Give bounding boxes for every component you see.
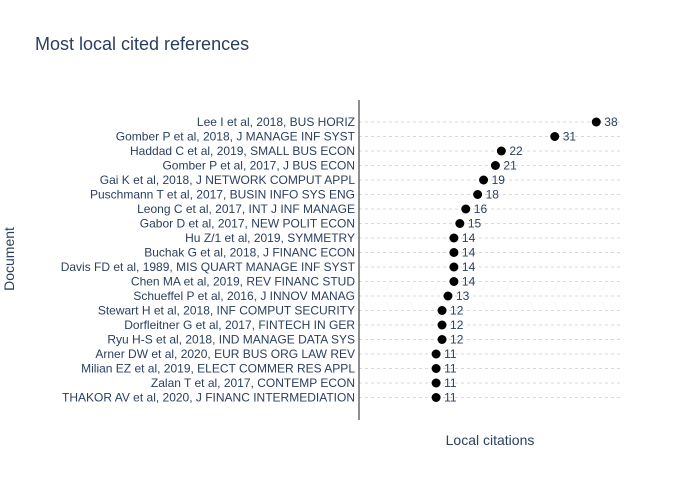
data-point (550, 132, 560, 141)
data-point (449, 277, 459, 286)
data-point (431, 393, 441, 402)
data-label: 12 (450, 318, 464, 332)
y-tick-label: THAKOR AV et al, 2020, J FINANC INTERMED… (62, 391, 355, 405)
data-label: 14 (462, 275, 476, 289)
data-point (449, 262, 459, 272)
data-label: 14 (462, 246, 476, 260)
data-label: 19 (492, 173, 506, 187)
y-axis-title: Document (1, 227, 17, 291)
y-tick-label: Hu Z/1 et al, 2019, SYMMETRY (185, 231, 355, 245)
data-label: 12 (450, 333, 464, 347)
y-tick-label: Ryu H-S et al, 2018, IND MANAGE DATA SYS (107, 333, 355, 347)
data-point (437, 335, 447, 344)
data-points (431, 117, 601, 402)
y-tick-label: Milian EZ et al, 2019, ELECT COMMER RES … (81, 362, 355, 376)
data-point (496, 146, 506, 156)
grid-lines (359, 121, 620, 398)
y-tick-label: Buchak G et al, 2018, J FINANC ECON (144, 246, 355, 260)
data-point (449, 233, 459, 243)
data-label: 14 (462, 260, 476, 274)
data-point (449, 248, 459, 257)
data-point (431, 364, 441, 373)
data-label: 38 (604, 115, 618, 129)
data-label: 12 (450, 304, 464, 318)
x-axis-title: Local citations (446, 432, 535, 448)
data-label: 18 (486, 188, 500, 202)
data-point (443, 291, 453, 301)
y-tick-label: Arner DW et al, 2020, EUR BUS ORG LAW RE… (95, 347, 355, 361)
data-point (431, 378, 441, 388)
data-label: 31 (563, 130, 577, 144)
y-tick-label: Puschmann T et al, 2017, BUSIN INFO SYS … (90, 188, 355, 202)
y-tick-label: Gomber P et al, 2017, J BUS ECON (162, 159, 355, 173)
y-tick-label: Stewart H et al, 2018, INF COMPUT SECURI… (98, 304, 355, 318)
y-tick-label: Zalan T et al, 2017, CONTEMP ECON (151, 376, 355, 390)
y-tick-label: Lee I et al, 2018, BUS HORIZ (197, 115, 355, 129)
data-label: 21 (503, 159, 517, 173)
data-label: 11 (444, 391, 457, 405)
data-point (479, 175, 489, 185)
data-label: 11 (444, 347, 457, 361)
data-label: 11 (444, 362, 457, 376)
y-tick-label: Schueffel P et al, 2016, J INNOV MANAG (133, 289, 355, 303)
data-point (431, 349, 441, 359)
data-point (473, 190, 483, 199)
data-label: 16 (474, 202, 488, 216)
data-label: 15 (468, 217, 482, 231)
data-label: 22 (509, 144, 523, 158)
data-point (591, 117, 601, 127)
data-point (461, 204, 471, 214)
data-point (437, 306, 447, 315)
data-label: 14 (462, 231, 476, 245)
y-tick-label: Gomber P et al, 2018, J MANAGE INF SYST (116, 130, 356, 144)
data-point (437, 320, 447, 330)
chart-title: Most local cited references (35, 34, 249, 54)
y-tick-label: Gabor D et al, 2017, NEW POLIT ECON (140, 217, 355, 231)
data-label: 13 (456, 289, 470, 303)
data-label: 11 (444, 376, 457, 390)
y-tick-label: Dorfleitner G et al, 2017, FINTECH IN GE… (124, 318, 355, 332)
y-tick-label: Gai K et al, 2018, J NETWORK COMPUT APPL (100, 173, 356, 187)
y-tick-label: Chen MA et al, 2019, REV FINANC STUD (131, 275, 355, 289)
y-tick-label: Haddad C et al, 2019, SMALL BUS ECON (130, 144, 355, 158)
data-point (490, 161, 500, 170)
y-tick-label: Leong C et al, 2017, INT J INF MANAGE (137, 202, 355, 216)
data-point (455, 219, 465, 228)
y-tick-label: Davis FD et al, 1989, MIS QUART MANAGE I… (61, 260, 356, 274)
